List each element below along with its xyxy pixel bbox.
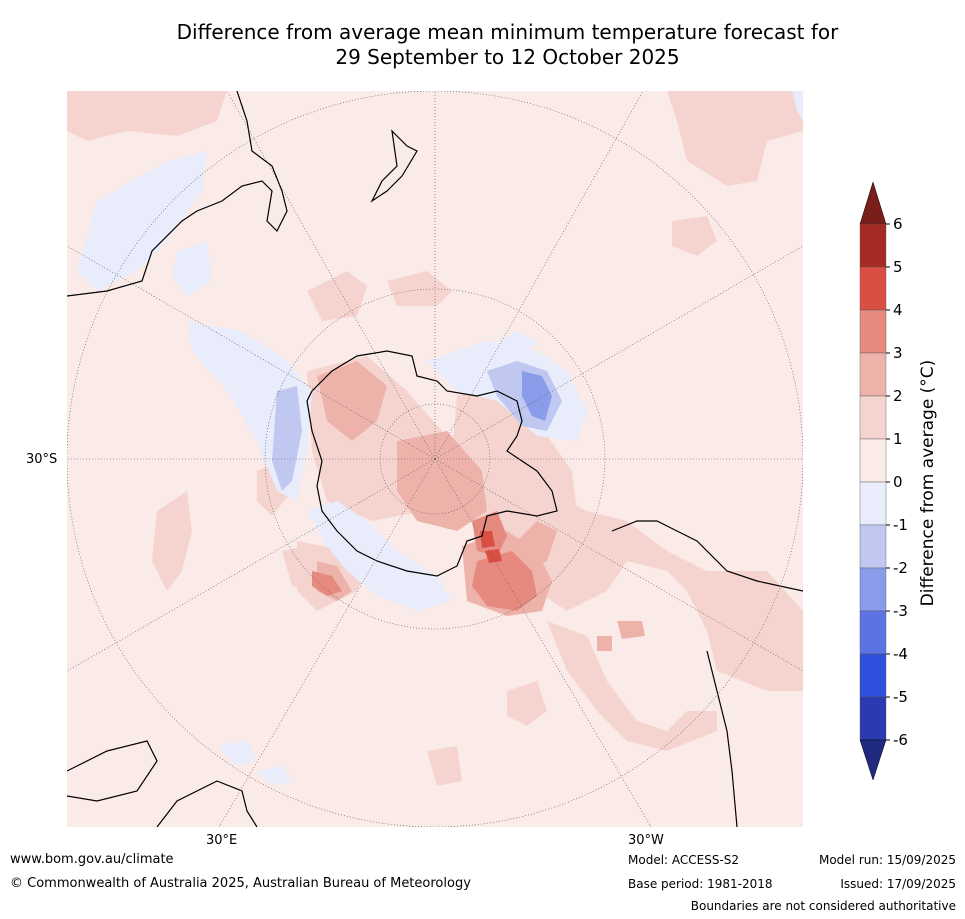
disclaimer-text: Boundaries are not considered authoritat… [690, 899, 956, 913]
graticule [67, 91, 803, 827]
lat-label-30s: 30°S [26, 452, 58, 467]
polar-map [67, 91, 803, 827]
colorbar-tick-label: -3 [893, 602, 908, 620]
lon-label-30e: 30°E [206, 833, 238, 848]
colorbar-tick-label: 5 [893, 258, 903, 276]
anomaly-3-to-4-regions [312, 511, 537, 611]
lon-label-30w: 30°W [628, 833, 664, 848]
coastlines [67, 91, 803, 827]
colorbar-tick-label: -5 [893, 688, 908, 706]
title-line-1: Difference from average mean minimum tem… [176, 20, 839, 44]
anomaly-minus3-to-minus2-regions [522, 371, 552, 421]
colorbar-min-arrow [859, 739, 887, 781]
issued-text: Issued: 17/09/2025 [840, 877, 956, 891]
colorbar-bin [859, 395, 887, 440]
colorbar-tick-label: -2 [893, 559, 908, 577]
model-text: Model: ACCESS-S2 [628, 853, 740, 867]
colorbar-tick-label: -4 [893, 645, 908, 663]
colorbar-tick-label: 2 [893, 387, 903, 405]
colorbar-tick-label: 4 [893, 301, 903, 319]
copyright-text: © Commonwealth of Australia 2025, Austra… [10, 876, 471, 891]
anomaly-4-to-5-regions [480, 531, 502, 563]
colorbar-bin [859, 266, 887, 311]
colorbar-tick-label: -6 [893, 731, 908, 749]
new-zealand-coast [370, 129, 418, 203]
colorbar-tick-label: 3 [893, 344, 903, 362]
colorbar-tick-label: 0 [893, 473, 903, 491]
colorbar-tick-label: 6 [893, 215, 903, 233]
colorbar-tick-label: -1 [893, 516, 908, 534]
africa-coast [156, 780, 258, 827]
website-link[interactable]: www.bom.gov.au/climate [10, 852, 174, 867]
colorbar-bin [859, 653, 887, 698]
colorbar-svg: 6 5 4 3 2 1 0 -1 -2 -3 -4 -5 -6 [859, 181, 908, 781]
colorbar: 6 5 4 3 2 1 0 -1 -2 -3 -4 -5 -6 [858, 180, 938, 790]
colorbar-title: Difference from average (°C) [918, 359, 938, 607]
colorbar-bin [859, 524, 887, 569]
map-svg [67, 91, 803, 827]
base-period-text: Base period: 1981-2018 [628, 877, 773, 891]
colorbar-bin [859, 438, 887, 483]
south-africa-coast [67, 740, 158, 802]
model-run-text: Model run: 15/09/2025 [818, 853, 956, 867]
colorbar-bin [859, 481, 887, 526]
colorbar-bin [859, 309, 887, 354]
colorbar-ticks: 6 5 4 3 2 1 0 -1 -2 -3 -4 -5 -6 [886, 215, 908, 749]
antarctica-coast [306, 350, 558, 577]
colorbar-bin [859, 567, 887, 612]
colorbar-tick-label: 1 [893, 430, 903, 448]
colorbar-bin [859, 696, 887, 741]
colorbar-bin [859, 610, 887, 655]
south-america-coast-south [706, 650, 738, 827]
colorbar-bin [859, 352, 887, 397]
south-america-coast-north [611, 520, 803, 592]
australia-coast [67, 91, 288, 297]
colorbar-bin [859, 223, 887, 268]
colorbar-bins [859, 223, 887, 741]
title-line-2: 29 September to 12 October 2025 [335, 45, 680, 69]
map-title: Difference from average mean minimum tem… [0, 20, 965, 70]
colorbar-max-arrow [859, 181, 887, 225]
